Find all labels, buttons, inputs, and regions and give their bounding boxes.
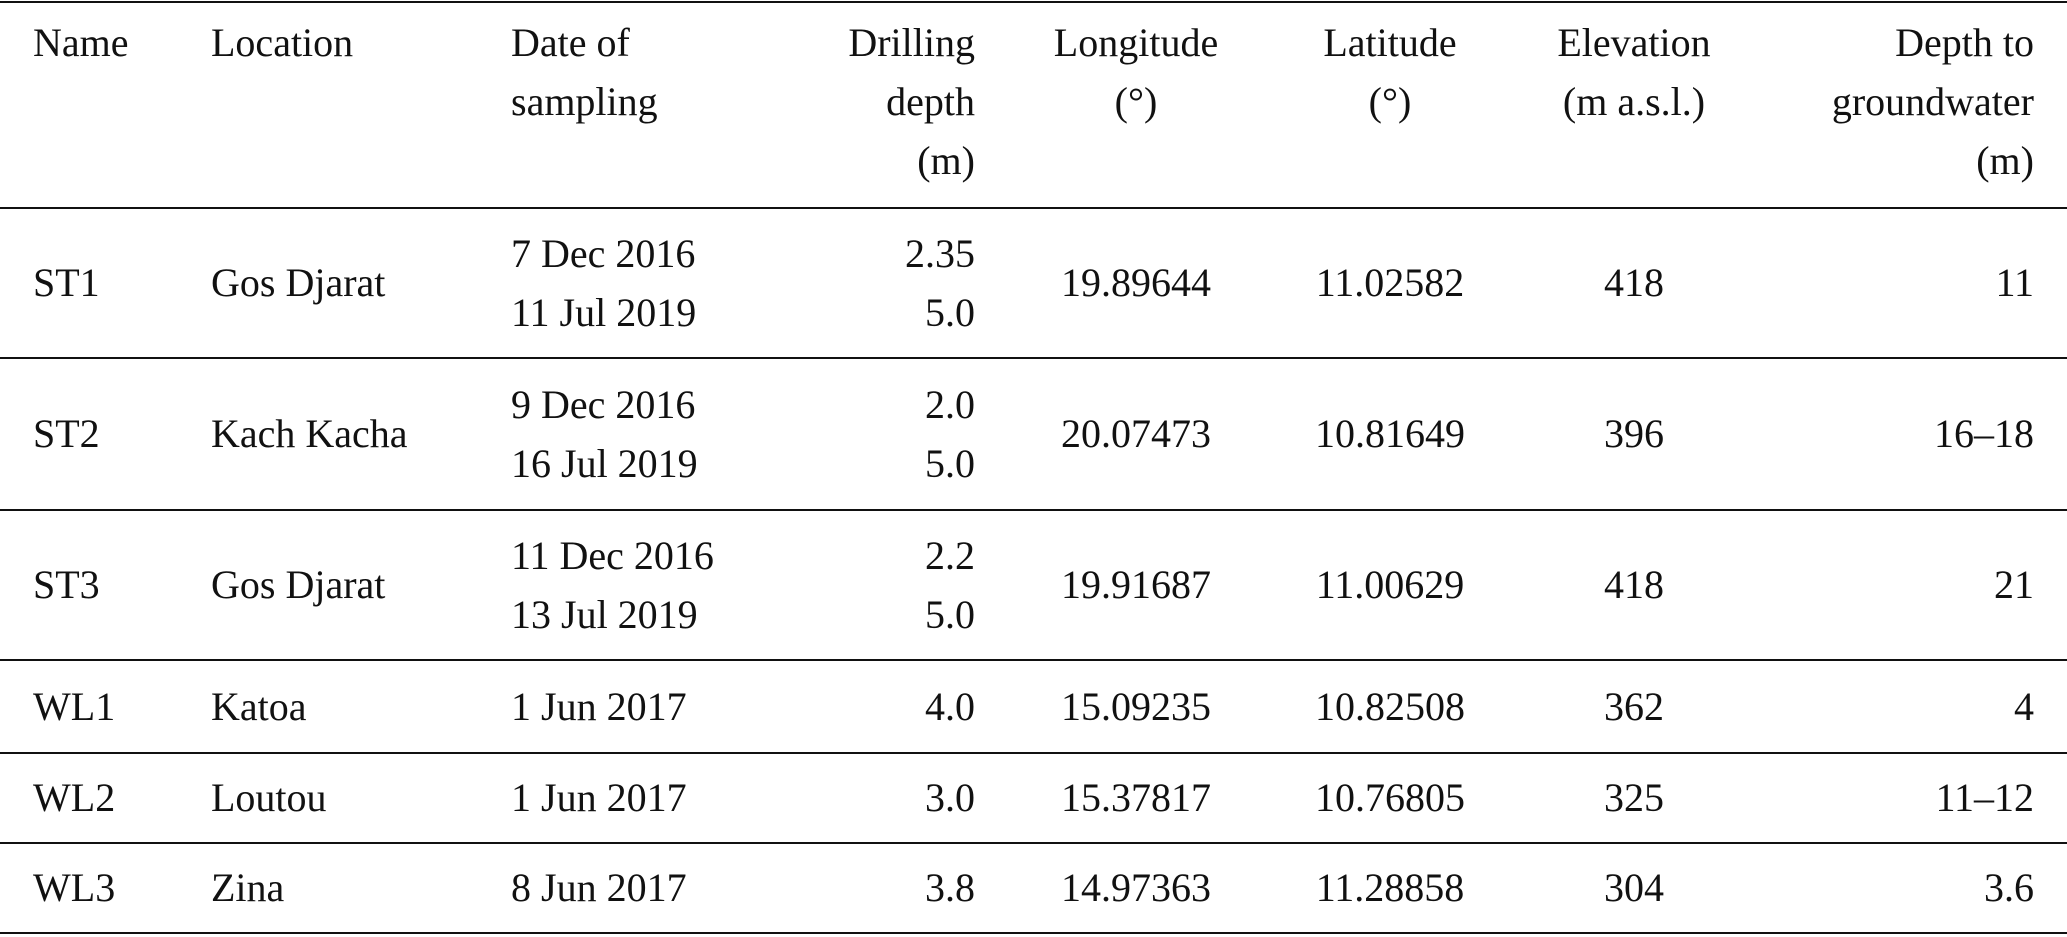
table-cell: 10.81649 [1315, 411, 1465, 456]
table-cell: 3.0 [925, 775, 975, 820]
column-header: depth [886, 79, 975, 124]
rule [0, 357, 2067, 359]
table-cell: 11.02582 [1315, 260, 1465, 305]
rule [0, 842, 2067, 844]
table-cell: 362 [1604, 683, 1664, 729]
column-header: Longitude [1053, 20, 1219, 65]
table-cell: 4 [2014, 683, 2034, 729]
rule [0, 659, 2067, 661]
column-header: (m a.s.l.) [1562, 79, 1706, 124]
table-cell: ST2 [33, 411, 100, 456]
table-cell: 3.6 [1984, 865, 2034, 910]
table-cell: 3.8 [925, 865, 975, 910]
table-cell: ST3 [33, 562, 100, 607]
table-cell: 418 [1604, 260, 1664, 305]
column-header: Drilling [848, 20, 975, 65]
table-cell: 10.76805 [1315, 775, 1465, 820]
column-header: Date of [511, 20, 630, 65]
table-cell: WL2 [33, 775, 116, 820]
table-cell: 21 [1994, 562, 2034, 607]
table-cell: 9 Dec 2016 [511, 381, 696, 427]
table-cell: Kach Kacha [211, 411, 408, 456]
rule [0, 752, 2067, 754]
table-cell: 5.0 [925, 440, 975, 486]
table-cell: 19.91687 [1061, 562, 1211, 607]
column-header: Name [33, 20, 129, 65]
table-cell: 5.0 [925, 591, 975, 637]
table-cell: 5.0 [925, 289, 975, 335]
table-cell: Zina [211, 865, 285, 910]
table-cell: 1 Jun 2017 [511, 775, 687, 820]
table-cell: WL3 [33, 865, 116, 910]
table-cell: 11.28858 [1315, 865, 1465, 910]
column-header: Latitude [1323, 20, 1457, 65]
rule [0, 1, 2067, 3]
table-cell: 11–12 [1935, 775, 2034, 820]
table-cell: 15.37817 [1061, 775, 1211, 820]
table-cell: 10.82508 [1315, 683, 1465, 729]
table-cell: 396 [1604, 411, 1664, 456]
table-cell: 11.00629 [1315, 562, 1465, 607]
table-cell: 16–18 [1934, 411, 2034, 456]
table-cell: 4.0 [925, 683, 975, 729]
table-cell: 16 Jul 2019 [511, 440, 698, 486]
table-cell: 304 [1604, 865, 1664, 910]
column-header: sampling [511, 79, 658, 124]
table-cell: WL1 [33, 683, 116, 729]
rule [0, 207, 2067, 209]
table-cell: 14.97363 [1061, 865, 1211, 910]
table-cell: 11 [1995, 260, 2034, 305]
table-cell: Loutou [211, 775, 327, 820]
table-cell: 11 Dec 2016 [511, 532, 714, 578]
column-header: groundwater [1831, 79, 2034, 124]
table-cell: Katoa [211, 683, 307, 729]
table-cell: 325 [1604, 775, 1664, 820]
table-cell: 8 Jun 2017 [511, 865, 687, 910]
table-cell: 7 Dec 2016 [511, 230, 696, 276]
column-header: (m) [1976, 138, 2034, 183]
table-cell: 13 Jul 2019 [511, 591, 698, 637]
table-cell: Gos Djarat [211, 260, 386, 305]
table-cell: 418 [1604, 562, 1664, 607]
column-header: (°) [1368, 79, 1412, 124]
table-cell: 2.0 [925, 381, 975, 427]
table-cell: 15.09235 [1061, 683, 1211, 729]
table-cell: 1 Jun 2017 [511, 683, 687, 729]
table-cell: 2.35 [905, 230, 975, 276]
table-cell: 19.89644 [1061, 260, 1211, 305]
column-header: Elevation [1557, 20, 1711, 65]
column-header: Depth to [1895, 20, 2034, 65]
table-cell: 11 Jul 2019 [511, 289, 697, 335]
column-header: (°) [1114, 79, 1158, 124]
column-header: Location [211, 20, 354, 65]
rule [0, 509, 2067, 511]
column-header: (m) [917, 138, 975, 183]
table-cell: Gos Djarat [211, 562, 386, 607]
rule [0, 932, 2067, 934]
table-cell: ST1 [33, 260, 100, 305]
table-cell: 20.07473 [1061, 411, 1211, 456]
table-cell: 2.2 [925, 532, 975, 578]
